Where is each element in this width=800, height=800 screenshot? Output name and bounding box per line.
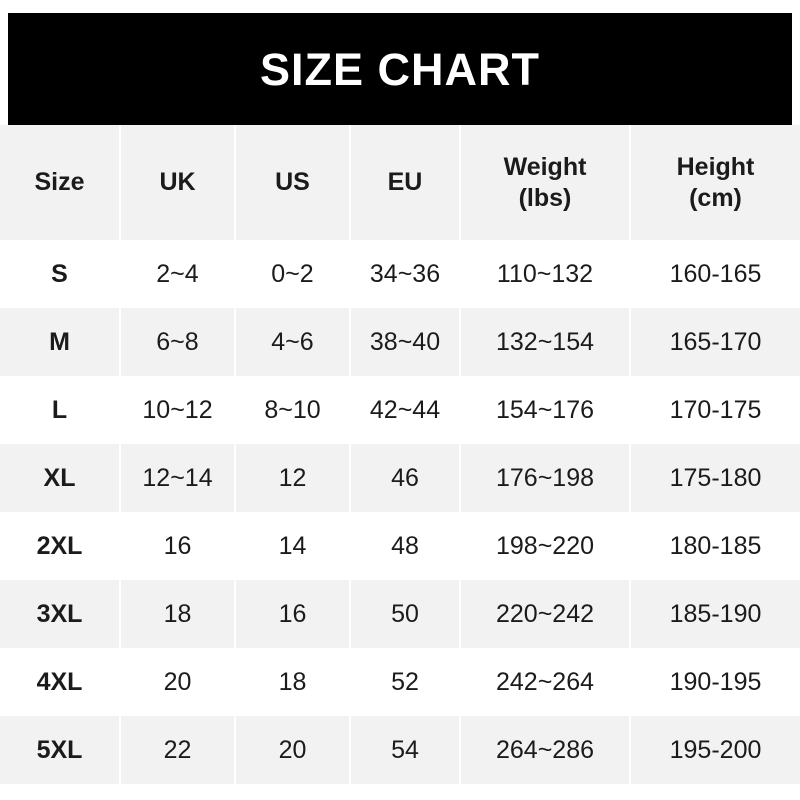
cell-eu: 50 xyxy=(350,580,461,648)
cell-weight: 154~176 xyxy=(460,376,631,444)
cell-us: 18 xyxy=(235,648,351,716)
column-header-us-line1: US xyxy=(275,168,310,197)
cell-height: 190-195 xyxy=(630,648,800,716)
cell-us: 20 xyxy=(235,716,351,784)
column-header-height-line1: Height xyxy=(676,153,755,181)
column-header-weight-line2: (lbs) xyxy=(518,183,572,212)
column-header-uk: UK xyxy=(120,125,236,240)
cell-weight: 110~132 xyxy=(460,240,631,308)
cell-us: 12 xyxy=(235,444,351,512)
cell-uk: 20 xyxy=(120,648,236,716)
cell-us: 14 xyxy=(235,512,351,580)
cell-us: 16 xyxy=(235,580,351,648)
cell-eu: 52 xyxy=(350,648,461,716)
column-header-eu-line1: EU xyxy=(387,168,423,197)
cell-height: 175-180 xyxy=(630,444,800,512)
cell-uk: 18 xyxy=(120,580,236,648)
cell-uk: 22 xyxy=(120,716,236,784)
table-row: 2XL 16 14 48 198~220 180-185 xyxy=(0,512,800,580)
column-header-size-line1: Size xyxy=(34,168,85,197)
cell-size: 4XL xyxy=(0,648,121,716)
column-header-weight-line1: Weight xyxy=(503,153,587,181)
cell-height: 160-165 xyxy=(630,240,800,308)
table-body: S 2~4 0~2 34~36 110~132 160-165 M 6~8 4~… xyxy=(0,240,800,784)
table-header-row: Size UK US EU Weight (lbs) Height (cm) xyxy=(0,125,800,240)
cell-eu: 38~40 xyxy=(350,308,461,376)
cell-uk: 16 xyxy=(120,512,236,580)
size-chart-table: Size UK US EU Weight (lbs) Height (cm) xyxy=(0,125,800,784)
table-row: S 2~4 0~2 34~36 110~132 160-165 xyxy=(0,240,800,308)
column-header-size: Size xyxy=(0,125,121,240)
cell-size: 3XL xyxy=(0,580,121,648)
table-row: 5XL 22 20 54 264~286 195-200 xyxy=(0,716,800,784)
cell-size: S xyxy=(0,240,121,308)
cell-height: 185-190 xyxy=(630,580,800,648)
cell-eu: 54 xyxy=(350,716,461,784)
cell-size: L xyxy=(0,376,121,444)
cell-height: 180-185 xyxy=(630,512,800,580)
page-title: SIZE CHART xyxy=(260,43,540,95)
cell-size: 2XL xyxy=(0,512,121,580)
cell-uk: 12~14 xyxy=(120,444,236,512)
cell-us: 0~2 xyxy=(235,240,351,308)
table-row: 4XL 20 18 52 242~264 190-195 xyxy=(0,648,800,716)
cell-size: M xyxy=(0,308,121,376)
cell-weight: 220~242 xyxy=(460,580,631,648)
cell-height: 195-200 xyxy=(630,716,800,784)
table-row: L 10~12 8~10 42~44 154~176 170-175 xyxy=(0,376,800,444)
cell-uk: 10~12 xyxy=(120,376,236,444)
table-row: XL 12~14 12 46 176~198 175-180 xyxy=(0,444,800,512)
cell-weight: 264~286 xyxy=(460,716,631,784)
table-row: 3XL 18 16 50 220~242 185-190 xyxy=(0,580,800,648)
cell-size: 5XL xyxy=(0,716,121,784)
cell-weight: 198~220 xyxy=(460,512,631,580)
cell-eu: 48 xyxy=(350,512,461,580)
cell-height: 170-175 xyxy=(630,376,800,444)
column-header-height: Height (cm) xyxy=(630,125,800,240)
cell-uk: 6~8 xyxy=(120,308,236,376)
cell-eu: 42~44 xyxy=(350,376,461,444)
column-header-eu: EU xyxy=(350,125,461,240)
cell-size: XL xyxy=(0,444,121,512)
table-row: M 6~8 4~6 38~40 132~154 165-170 xyxy=(0,308,800,376)
cell-weight: 132~154 xyxy=(460,308,631,376)
cell-height: 165-170 xyxy=(630,308,800,376)
cell-us: 4~6 xyxy=(235,308,351,376)
column-header-uk-line1: UK xyxy=(159,168,196,197)
cell-weight: 176~198 xyxy=(460,444,631,512)
cell-eu: 46 xyxy=(350,444,461,512)
title-banner: SIZE CHART xyxy=(8,13,792,125)
column-header-us: US xyxy=(235,125,351,240)
cell-us: 8~10 xyxy=(235,376,351,444)
cell-eu: 34~36 xyxy=(350,240,461,308)
cell-uk: 2~4 xyxy=(120,240,236,308)
cell-weight: 242~264 xyxy=(460,648,631,716)
column-header-height-line2: (cm) xyxy=(689,183,742,212)
column-header-weight: Weight (lbs) xyxy=(460,125,631,240)
